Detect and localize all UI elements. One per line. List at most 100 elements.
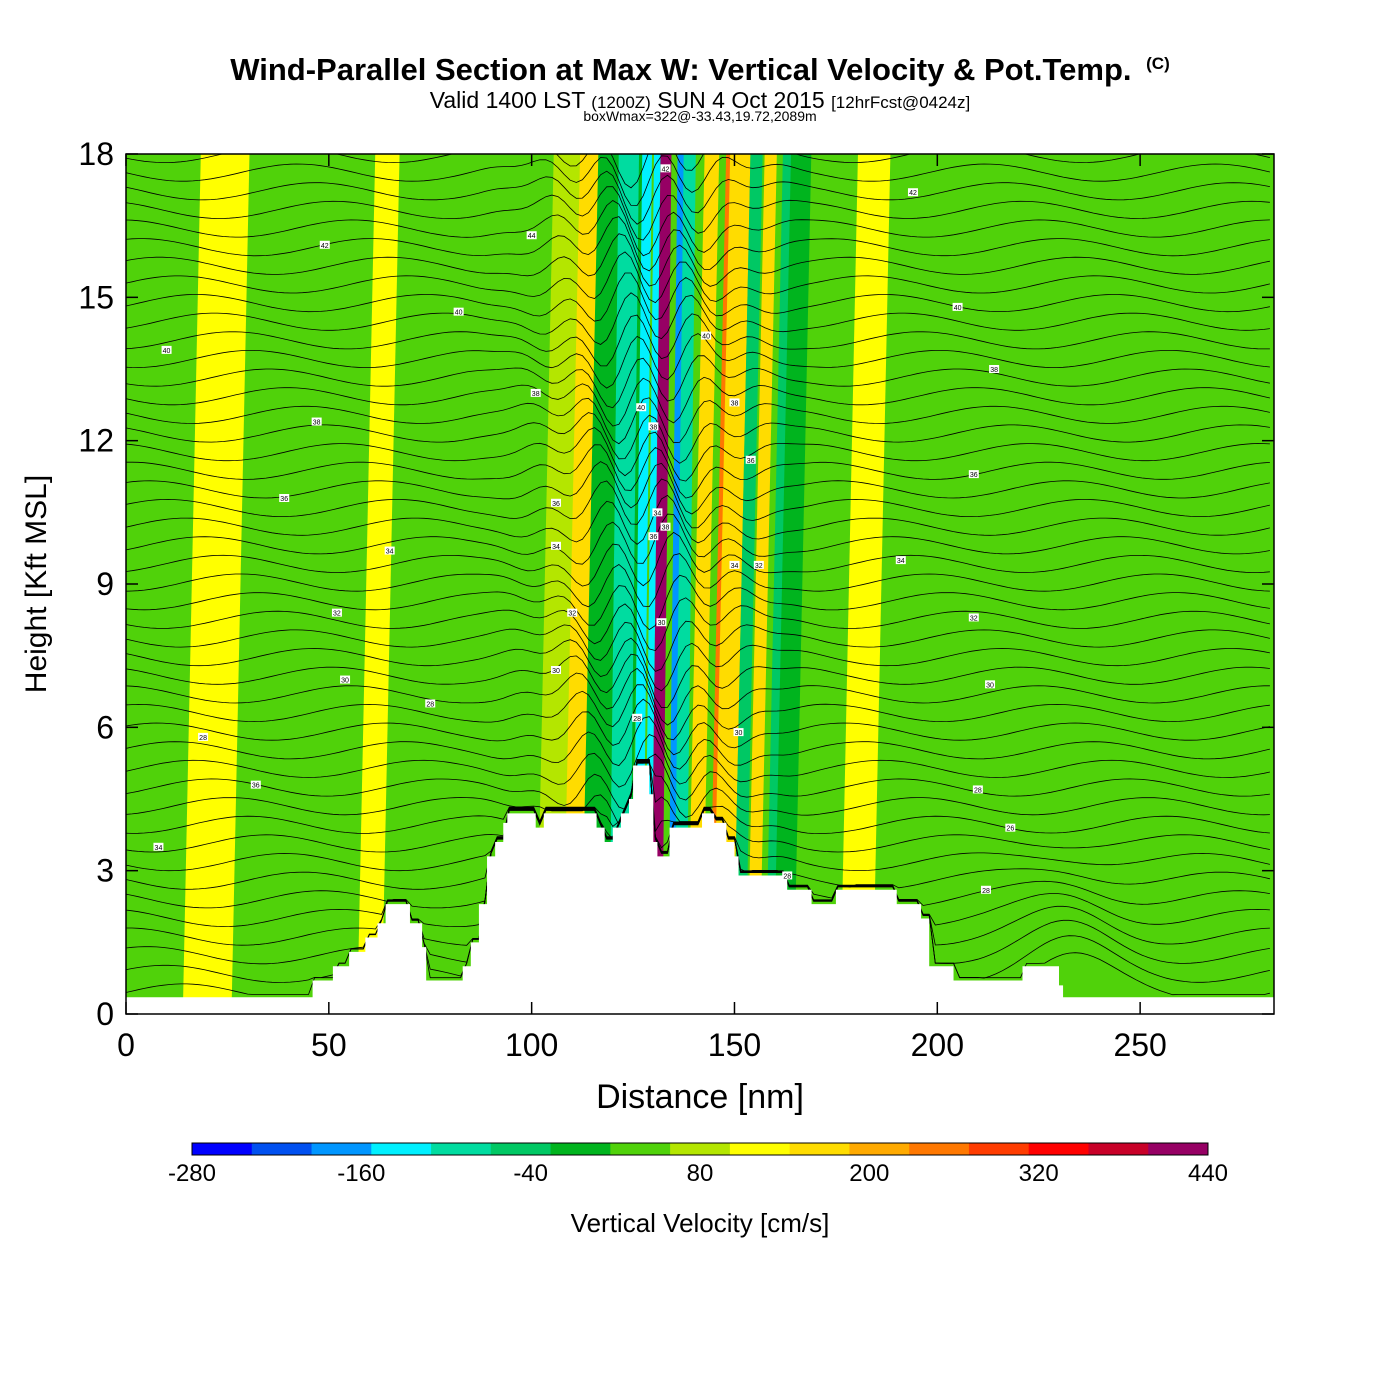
theta-contour	[126, 494, 1270, 545]
colorbar-swatch	[849, 1143, 910, 1155]
colorbar-swatch	[610, 1143, 671, 1155]
theta-label-bg	[632, 713, 643, 722]
theta-label: 36	[970, 472, 978, 479]
theta-label-bg	[161, 345, 172, 354]
x-tick-label: 100	[505, 1027, 558, 1063]
theta-label-bg	[550, 498, 561, 507]
colorbar-swatch	[1028, 1143, 1089, 1155]
theta-label-bg	[648, 422, 659, 431]
theta-label: 32	[568, 611, 576, 618]
colorbar-tick-label: 80	[687, 1160, 714, 1187]
w-column	[746, 154, 777, 1014]
utc-time: (1200Z)	[591, 93, 651, 112]
terrain	[126, 765, 1274, 1014]
colorbar-swatch	[192, 1143, 253, 1155]
theta-label-bg	[729, 398, 740, 407]
colorbar-swatch	[729, 1143, 791, 1155]
theta-label: 28	[633, 716, 641, 723]
theta-label-bg	[153, 842, 164, 851]
theta-label-bg	[729, 560, 740, 569]
theta-contour	[126, 200, 1270, 257]
x-tick-label: 200	[911, 1027, 964, 1063]
theta-label: 40	[954, 305, 962, 312]
x-tick-label: 0	[117, 1027, 135, 1063]
theta-label: 36	[747, 458, 755, 465]
theta-label-bg	[384, 546, 395, 555]
colorbar: -280 -160 -40 80 200 320 440	[168, 1142, 1228, 1187]
colorbar-label: Vertical Velocity [cm/s]	[571, 1208, 830, 1238]
theta-label-bg	[648, 532, 659, 541]
w-column	[357, 154, 400, 1014]
theta-label-bg	[530, 388, 541, 397]
colorbar-swatch	[1088, 1143, 1149, 1155]
theta-label-bg	[656, 618, 667, 627]
theta-label: 30	[986, 682, 994, 689]
w-column	[182, 154, 250, 1014]
colorbar-swatch	[789, 1143, 850, 1155]
theta-label: 36	[280, 496, 288, 503]
colorbar-frame	[191, 1142, 1209, 1156]
theta-label-bg	[985, 680, 996, 689]
theta-contour	[126, 762, 1270, 826]
theta-label-bg	[782, 871, 793, 880]
theta-label-bg	[425, 699, 436, 708]
y-tick-label: 6	[96, 709, 114, 745]
theta-contour	[126, 597, 1270, 652]
colorbar-swatch	[909, 1143, 970, 1155]
theta-contour	[126, 444, 1270, 499]
theta-label: 28	[974, 787, 982, 794]
theta-label: 26	[1006, 826, 1014, 833]
theta-contour	[126, 154, 1270, 189]
chart-title: Wind-Parallel Section at Max W: Vertical…	[0, 52, 1400, 88]
forecast-info: [12hrFcst@0424z]	[831, 93, 971, 112]
theta-contour	[126, 716, 1270, 770]
theta-contour	[126, 531, 1270, 587]
theta-label-bg	[331, 608, 342, 617]
theta-label-bg	[952, 302, 963, 311]
theta-label-bg	[198, 732, 209, 741]
w-column	[732, 154, 763, 1014]
w-column	[712, 154, 751, 1014]
theta-label: 36	[252, 783, 260, 790]
theta-label: 28	[426, 701, 434, 708]
theta-label-bg	[567, 608, 578, 617]
theta-label-bg	[745, 455, 756, 464]
colorbar-swatch	[1148, 1143, 1209, 1155]
theta-label-bg	[660, 522, 671, 531]
theta-label-bg	[972, 785, 983, 794]
colorbar-swatch	[311, 1143, 372, 1155]
valid-time: Valid 1400 LST	[429, 87, 585, 113]
theta-label-bg	[753, 560, 764, 569]
y-tick-label: 18	[78, 136, 114, 172]
theta-contour	[126, 698, 1270, 756]
colorbar-swatch	[371, 1143, 432, 1155]
theta-label-bg	[453, 307, 464, 316]
copyright-mark: (C)	[1146, 53, 1170, 73]
theta-label-bg	[980, 885, 991, 894]
theta-contour	[126, 313, 1270, 367]
theta-label: 40	[455, 310, 463, 317]
theta-label: 38	[662, 525, 670, 532]
theta-label: 34	[386, 549, 394, 556]
theta-contour	[126, 478, 1270, 529]
theta-label: 42	[321, 243, 329, 250]
theta-label-bg	[340, 675, 351, 684]
colorbar-tick-label: -280	[168, 1160, 216, 1187]
theta-label-bg	[660, 164, 671, 173]
y-tick-label: 0	[96, 996, 114, 1032]
colorbar-swatch	[550, 1143, 611, 1155]
theta-label-bg	[550, 541, 561, 550]
x-tick-label: 150	[708, 1027, 761, 1063]
theta-contour	[126, 513, 1270, 565]
theta-label: 36	[552, 501, 560, 508]
theta-label-bg	[733, 728, 744, 737]
theta-contour	[126, 461, 1270, 515]
theta-label-bg	[895, 556, 906, 565]
theta-label: 28	[199, 735, 207, 742]
theta-contour	[126, 292, 1270, 345]
theta-contour	[126, 637, 1270, 692]
theta-contour	[126, 376, 1270, 427]
theta-contour	[126, 753, 1270, 810]
theta-label-bg	[907, 188, 918, 197]
w-column	[773, 154, 812, 1014]
